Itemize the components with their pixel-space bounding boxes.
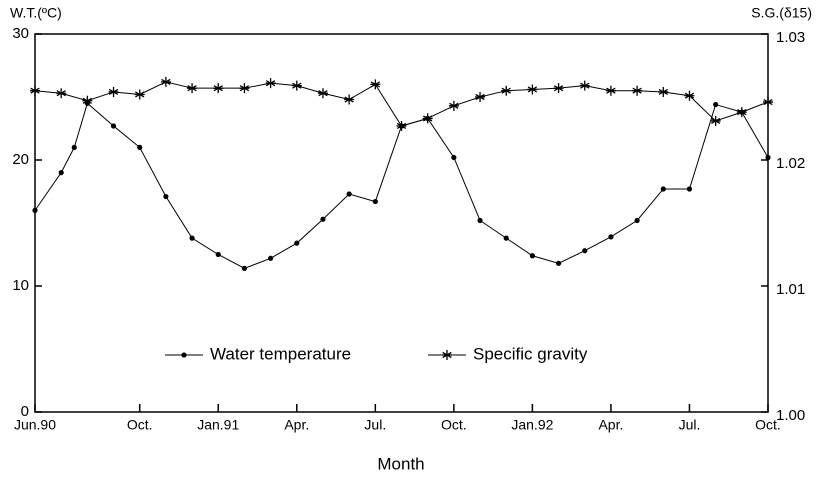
marker xyxy=(213,83,224,94)
legend-marker xyxy=(442,350,452,360)
marker xyxy=(137,144,143,150)
y-tick-label: 0 xyxy=(21,403,29,420)
marker xyxy=(477,217,483,224)
marker xyxy=(632,85,643,96)
series-line xyxy=(34,81,769,127)
marker xyxy=(241,265,248,271)
x-tick-label: Oct. xyxy=(755,417,781,433)
x-tick-label: Jan.91 xyxy=(197,417,239,433)
marker xyxy=(634,217,640,224)
y2-tick-label: 1.02 xyxy=(776,155,805,172)
marker xyxy=(30,85,40,96)
marker xyxy=(163,193,169,200)
y2-tick-label: 1.03 xyxy=(776,29,805,46)
marker xyxy=(763,97,773,108)
x-tick-label: Apr. xyxy=(284,417,309,433)
marker xyxy=(344,94,355,105)
y-tick-label: 20 xyxy=(12,151,29,168)
x-tick-label: Oct. xyxy=(127,417,153,433)
y2-axis-label: S.G.(δ15) xyxy=(751,5,812,21)
x-tick-label: Jan.92 xyxy=(511,417,553,433)
marker xyxy=(134,89,145,100)
y-tick-label: 10 xyxy=(12,277,29,294)
marker xyxy=(501,85,512,96)
marker xyxy=(451,154,457,161)
marker xyxy=(110,123,117,129)
marker xyxy=(265,78,276,89)
marker xyxy=(527,84,538,95)
marker xyxy=(346,191,352,197)
marker xyxy=(294,240,300,246)
marker xyxy=(475,92,486,102)
x-tick-label: Jul. xyxy=(679,417,701,433)
marker xyxy=(317,88,328,99)
y-tick-label: 30 xyxy=(12,25,29,42)
marker xyxy=(58,170,64,176)
marker xyxy=(372,198,378,205)
marker xyxy=(187,83,198,94)
x-tick-label: Jun.90 xyxy=(14,417,56,433)
y-axis-label: W.T.(ºC) xyxy=(10,5,62,21)
marker xyxy=(189,235,195,241)
marker xyxy=(529,253,535,259)
marker xyxy=(160,76,171,87)
marker xyxy=(448,100,459,111)
marker xyxy=(215,251,221,258)
marker xyxy=(320,216,326,222)
y2-tick-label: 1.00 xyxy=(776,407,805,424)
marker xyxy=(736,107,747,118)
marker xyxy=(396,120,407,131)
marker xyxy=(684,90,695,101)
legend-label: Water temperature xyxy=(210,344,351,363)
x-tick-label: Jul. xyxy=(364,417,386,433)
marker xyxy=(71,144,77,150)
marker xyxy=(553,83,564,94)
marker xyxy=(710,115,721,126)
y2-tick-label: 1.01 xyxy=(776,281,805,298)
legend-label: Specific gravity xyxy=(473,344,588,363)
marker xyxy=(582,248,588,254)
marker xyxy=(579,80,590,91)
marker xyxy=(32,207,38,213)
series-line xyxy=(34,102,769,269)
marker xyxy=(660,186,666,192)
marker xyxy=(291,80,302,91)
x-tick-label: Oct. xyxy=(441,417,467,433)
marker xyxy=(422,113,433,124)
marker xyxy=(239,83,250,94)
x-tick-label: Apr. xyxy=(598,417,623,433)
marker xyxy=(108,86,119,97)
marker xyxy=(503,235,509,241)
marker xyxy=(82,95,93,106)
marker xyxy=(713,101,719,108)
marker xyxy=(608,234,614,240)
marker xyxy=(555,260,562,266)
x-axis-label: Month xyxy=(377,454,424,473)
marker xyxy=(268,255,274,261)
marker xyxy=(658,86,669,97)
legend-marker xyxy=(181,352,187,358)
marker xyxy=(686,186,693,192)
marker xyxy=(56,88,67,99)
plot-frame xyxy=(34,33,769,413)
marker xyxy=(370,79,381,90)
marker xyxy=(605,85,616,96)
marker xyxy=(765,154,771,161)
